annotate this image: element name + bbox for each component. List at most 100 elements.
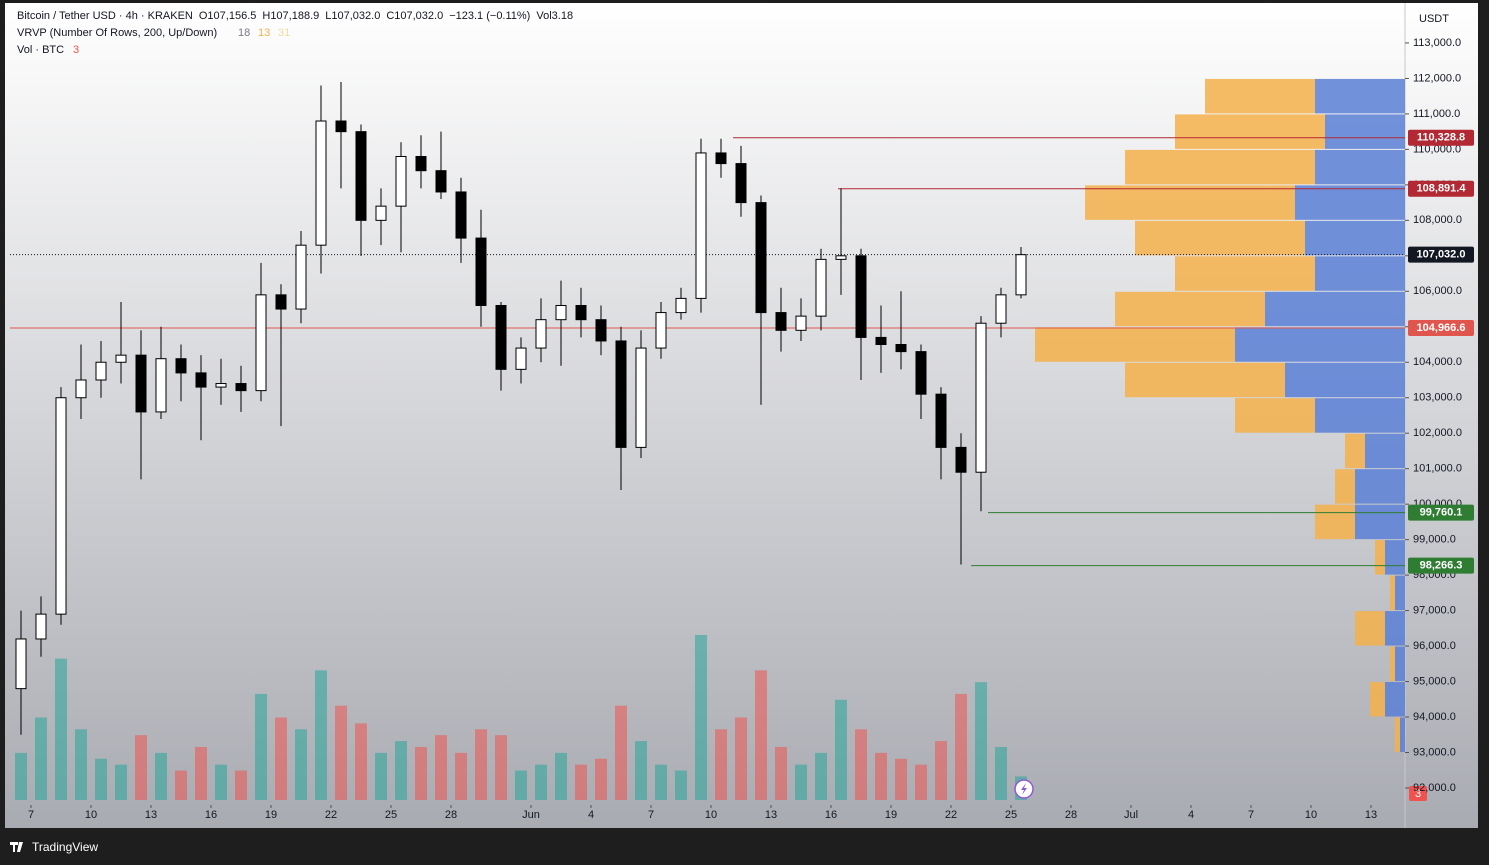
- volume-bar: [795, 764, 807, 800]
- candle-body: [295, 244, 307, 310]
- candle-body: [895, 344, 907, 353]
- y-tick-label: 99,000.0: [1413, 534, 1456, 546]
- x-tick-label: 4: [588, 809, 594, 821]
- x-tick-label: 16: [205, 809, 217, 821]
- vrvp-value: 18: [238, 27, 250, 39]
- volume-bar: [995, 746, 1007, 800]
- candle-body: [215, 383, 227, 388]
- candle-body: [335, 120, 347, 133]
- y-tick-label: 111,000.0: [1413, 108, 1460, 120]
- y-tick-label: 113,000.0: [1413, 37, 1461, 49]
- y-tick-label: 112,000.0: [1413, 72, 1461, 84]
- volume-bar: [355, 723, 367, 800]
- volume-bar: [735, 717, 747, 800]
- level-badge: [1408, 319, 1474, 336]
- y-tick-label: 97,000.0: [1413, 604, 1456, 616]
- profile-down: [1375, 540, 1385, 575]
- volume-bar: [215, 764, 227, 800]
- profile-up: [1385, 682, 1405, 717]
- x-tick-label: 19: [885, 809, 897, 821]
- ohlc-value: −123.1 (−0.11%): [449, 10, 530, 22]
- candle-body: [715, 152, 727, 165]
- candle-body: [575, 304, 587, 321]
- candle-body: [1015, 254, 1027, 296]
- x-tick-label: 19: [265, 809, 277, 821]
- volume-bar: [195, 746, 207, 800]
- volume-bar: [135, 735, 147, 800]
- volume-bar: [815, 752, 827, 800]
- candle-body: [95, 361, 107, 381]
- ohlc-value: L107,032.0: [325, 10, 380, 22]
- y-tick-label: 104,000.0: [1413, 356, 1462, 368]
- candle-body: [115, 354, 127, 363]
- level-label: 108,891.4: [1417, 183, 1467, 195]
- candle-body: [615, 340, 627, 448]
- vrvp-legend: VRVP (Number Of Rows, 200, Up/Down): [17, 27, 217, 39]
- profile-up: [1385, 611, 1405, 646]
- profile-down: [1205, 78, 1315, 114]
- volume-bar: [395, 741, 407, 800]
- candle-body: [955, 446, 967, 473]
- x-tick-label: 16: [825, 809, 837, 821]
- candle-body: [195, 372, 207, 388]
- lightning-glyph: [1021, 783, 1027, 795]
- x-tick-label: 28: [1065, 809, 1077, 821]
- volume-bar: [575, 764, 587, 800]
- x-tick-label: 13: [145, 809, 157, 821]
- vrvp-value: 31: [278, 27, 290, 39]
- candle-body: [15, 638, 27, 690]
- volume-bar: [555, 752, 567, 800]
- profile-down: [1035, 327, 1235, 362]
- volume-bar: [495, 735, 507, 800]
- profile-down: [1345, 433, 1365, 469]
- ohlc-value: O107,156.5: [199, 10, 257, 22]
- candle-body: [975, 322, 987, 473]
- currency: USDT: [1419, 13, 1449, 25]
- candle-body: [475, 237, 487, 306]
- y-tick-label: 94,000.0: [1413, 711, 1456, 723]
- volume-bar: [255, 693, 267, 800]
- volume-bar: [155, 752, 167, 800]
- volume-bar: [895, 758, 907, 800]
- candle-body: [555, 304, 567, 321]
- x-tick-label: Jul: [1124, 809, 1138, 821]
- profile-up: [1235, 327, 1405, 362]
- candle-body: [795, 315, 807, 331]
- x-tick-label: 25: [1005, 809, 1017, 821]
- candle-body: [695, 152, 707, 299]
- candle-body: [995, 294, 1007, 324]
- x-tick-label: 13: [1365, 809, 1377, 821]
- volume-bar: [975, 682, 987, 800]
- candle-body: [315, 120, 327, 246]
- y-tick-label: 110,000.0: [1413, 143, 1461, 155]
- profile-down: [1235, 398, 1315, 433]
- x-tick-label: 22: [945, 809, 957, 821]
- candle-body: [55, 397, 67, 615]
- profile-up: [1400, 717, 1405, 752]
- overlay: USDT Bitcoin / Tether USD · 4h · KRAKEN …: [10, 10, 1474, 854]
- volume-bar: [75, 729, 87, 800]
- profile-up: [1325, 114, 1405, 149]
- last-price-badge: [1408, 246, 1474, 263]
- y-tick-label: 96,000.0: [1413, 640, 1456, 652]
- profile-up: [1315, 256, 1405, 291]
- volume-bar: [535, 764, 547, 800]
- candle-body: [835, 255, 847, 260]
- profile-down: [1125, 362, 1285, 398]
- profile-down: [1315, 504, 1355, 540]
- volume-legend: Vol · BTC: [17, 44, 64, 56]
- volume-bar: [315, 670, 327, 800]
- profile-down: [1335, 469, 1355, 504]
- level-badge: [1408, 557, 1474, 574]
- candle-body: [655, 312, 667, 349]
- profile-up: [1295, 185, 1405, 220]
- y-tick-label: 102,000.0: [1413, 427, 1462, 439]
- volume-bar: [715, 729, 727, 800]
- candle-body: [875, 336, 887, 346]
- ohlc-value: H107,188.9: [262, 10, 319, 22]
- volume-bar: [55, 658, 67, 800]
- volume-bar: [935, 741, 947, 800]
- volume-badge-value: 3: [1415, 788, 1421, 800]
- x-tick-label: 10: [705, 809, 717, 821]
